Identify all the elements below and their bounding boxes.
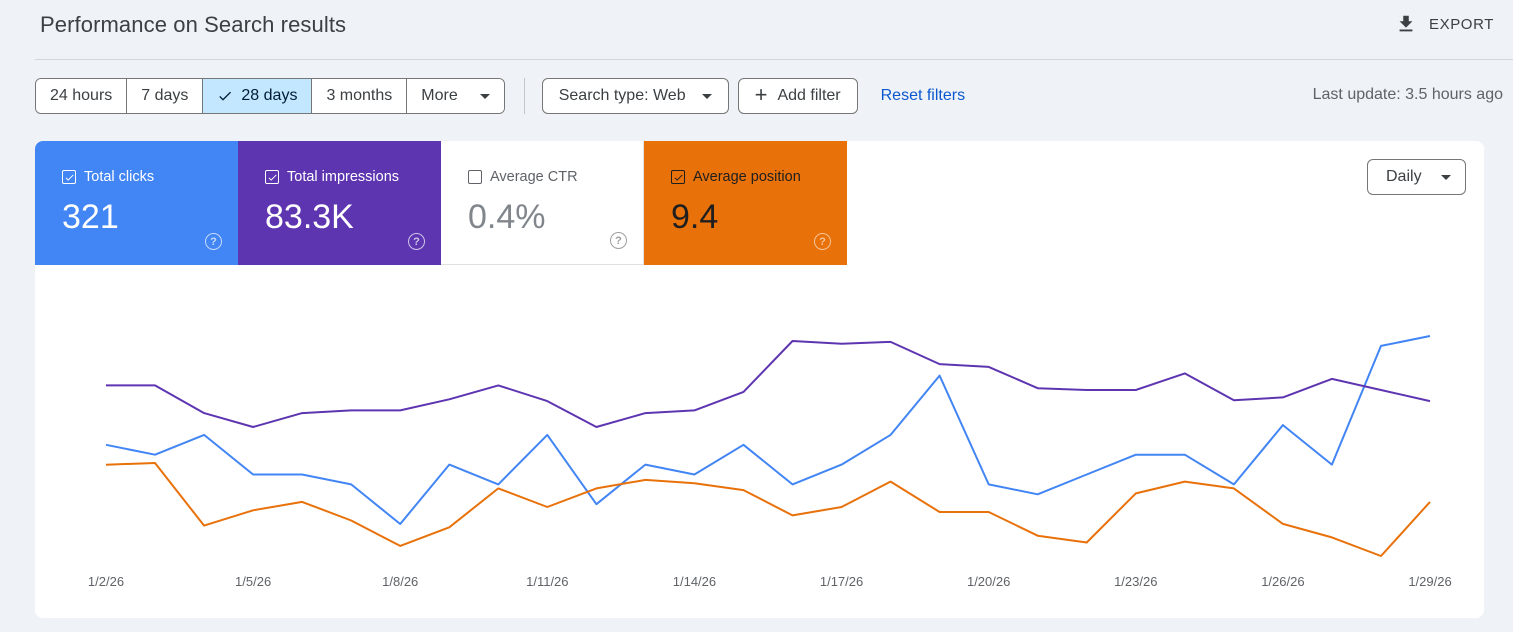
chart-lines	[105, 335, 1431, 557]
range-label: More	[421, 87, 458, 104]
filter-bar: 24 hours 7 days 28 days 3 months More Se…	[35, 78, 965, 114]
x-tick-label: 1/26/26	[1261, 574, 1304, 589]
range-3-months[interactable]: 3 months	[312, 79, 408, 113]
filter-separator	[523, 78, 525, 114]
x-tick-label: 1/11/26	[526, 574, 568, 589]
x-tick-label: 1/29/26	[1408, 574, 1451, 589]
caret-down-icon	[479, 93, 490, 99]
range-label: 28 days	[241, 87, 298, 104]
granularity-dropdown[interactable]: Daily	[1367, 159, 1466, 195]
range-24-hours[interactable]: 24 hours	[36, 79, 128, 113]
x-tick-label: 1/23/26	[1114, 574, 1157, 589]
series-line-total-impressions	[106, 340, 1431, 428]
granularity-label: Daily	[1386, 168, 1422, 185]
checkbox-checked-icon[interactable]	[62, 170, 76, 184]
x-tick-label: 1/17/26	[820, 574, 863, 589]
caret-down-icon	[701, 93, 712, 99]
metric-value: 9.4	[671, 198, 719, 236]
metric-total-impressions[interactable]: Total impressions 83.3K ?	[238, 141, 441, 265]
metric-label: Total clicks	[84, 169, 155, 185]
caret-down-icon	[1440, 174, 1451, 180]
metric-value: 0.4%	[468, 198, 546, 236]
search-type-dropdown[interactable]: Search type: Web	[541, 78, 729, 114]
x-tick-label: 1/2/26	[88, 574, 124, 589]
checkbox-checked-icon[interactable]	[265, 170, 279, 184]
series-line-total-clicks	[105, 335, 1431, 525]
add-filter-label: Add filter	[777, 87, 841, 104]
checkbox-unchecked-icon[interactable]	[468, 170, 482, 184]
x-tick-label: 1/8/26	[382, 574, 418, 589]
header-divider	[35, 59, 1513, 60]
export-button[interactable]: EXPORT	[1395, 10, 1494, 38]
header: Performance on Search results EXPORT	[0, 0, 1513, 60]
performance-card: 1/2/26 1/5/26 1/8/26 1/11/26 1/14/26 1/17/26 1…	[35, 141, 1484, 618]
help-icon[interactable]: ?	[408, 233, 425, 250]
x-tick-label: 1/5/26	[235, 574, 271, 589]
export-label: EXPORT	[1428, 15, 1494, 33]
metric-total-clicks[interactable]: Total clicks 321 ?	[35, 141, 238, 265]
range-label: 24 hours	[50, 87, 113, 104]
range-more-dropdown[interactable]: More	[407, 79, 504, 113]
page-title: Performance on Search results	[40, 12, 347, 37]
x-tick-label: 1/20/26	[967, 574, 1010, 589]
range-label: 3 months	[326, 87, 393, 104]
help-icon[interactable]: ?	[814, 233, 831, 250]
series-line-average-position	[105, 462, 1431, 557]
search-type-label: Search type: Web	[558, 87, 686, 104]
plus-icon: +	[754, 82, 768, 107]
last-update-text: Last update: 3.5 hours ago	[1312, 86, 1503, 103]
help-icon[interactable]: ?	[205, 233, 222, 250]
metric-tabs: Total clicks 321 ? Total impressions 83.…	[35, 141, 847, 265]
checkbox-checked-icon[interactable]	[671, 170, 685, 184]
help-icon[interactable]: ?	[610, 232, 627, 249]
metric-value: 321	[62, 198, 119, 236]
metric-value: 83.3K	[265, 198, 354, 236]
x-tick-label: 1/14/26	[673, 574, 716, 589]
metric-average-ctr[interactable]: Average CTR 0.4% ?	[441, 141, 644, 265]
range-label: 7 days	[141, 87, 189, 104]
metric-label: Average CTR	[490, 169, 578, 185]
metric-label: Total impressions	[287, 169, 400, 185]
range-7-days[interactable]: 7 days	[127, 79, 204, 113]
range-28-days[interactable]: 28 days	[203, 79, 313, 113]
x-axis-ticks: 1/2/26 1/5/26 1/8/26 1/11/26 1/14/26 1/17/26 1…	[88, 574, 1452, 589]
metric-label: Average position	[693, 169, 801, 185]
performance-chart: 1/2/26 1/5/26 1/8/26 1/11/26 1/14/26 1/17/26 1…	[88, 335, 1452, 589]
metric-average-position[interactable]: Average position 9.4 ?	[644, 141, 847, 265]
download-icon	[1399, 15, 1413, 32]
reset-filters-link[interactable]: Reset filters	[880, 87, 966, 104]
add-filter-button[interactable]: + Add filter	[737, 78, 858, 114]
date-range-selector: 24 hours 7 days 28 days 3 months More	[35, 78, 505, 114]
checkmark-icon	[219, 91, 232, 101]
